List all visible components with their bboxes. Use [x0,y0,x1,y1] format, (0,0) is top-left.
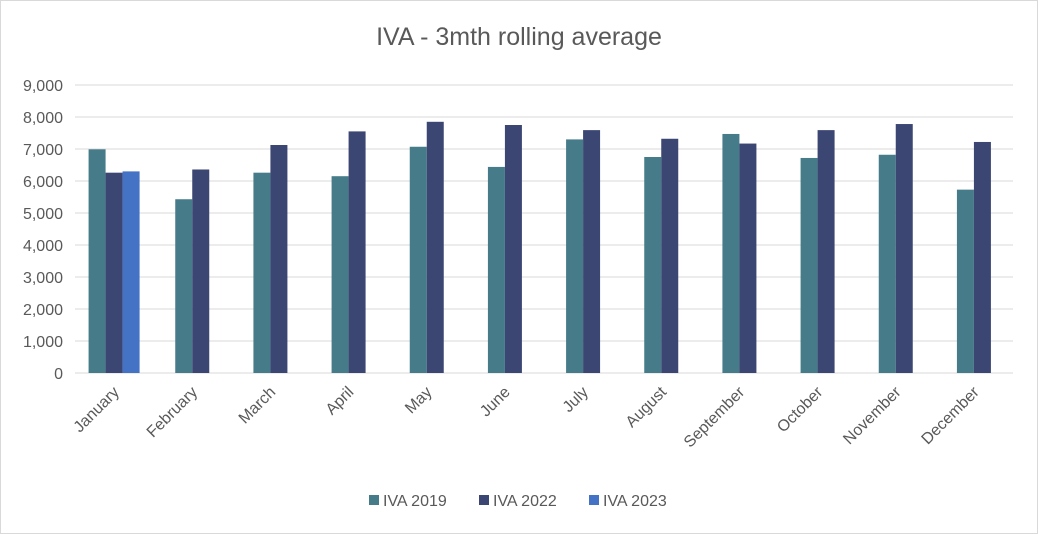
x-tick-label: September [681,383,749,451]
y-tick-label: 6,000 [23,174,63,191]
x-tick-label: August [623,383,671,431]
y-tick-label: 7,000 [23,142,63,159]
bar-iva-2022 [270,145,288,373]
y-tick-label: 9,000 [23,78,63,95]
x-tick-label: May [402,384,435,417]
y-tick-label: 5,000 [23,206,63,223]
bar-iva-2019 [253,172,271,373]
x-tick-label: April [323,384,358,419]
x-tick-label: July [560,384,592,416]
bar-iva-2019 [409,146,427,373]
bar-iva-2019 [487,166,505,373]
bar-iva-2022 [895,124,913,373]
bar-iva-2022 [661,138,679,373]
bar-iva-2022 [348,131,366,373]
bar-iva-2019 [175,199,193,373]
bar-iva-2022 [817,130,835,373]
x-tick-label: December [919,383,984,448]
bar-iva-2022 [426,121,444,373]
legend-swatch [479,495,489,505]
bar-iva-2022 [105,172,123,373]
legend-label: IVA 2022 [493,493,557,510]
bar-iva-2019 [88,149,106,373]
x-tick-label: January [71,384,123,436]
x-tick-label: March [236,384,279,427]
bar-iva-2022 [504,125,522,373]
x-tick-label: October [774,383,827,436]
bar-iva-2022 [583,130,601,373]
bar-iva-2022 [739,143,757,373]
x-tick-label: November [840,383,905,448]
bar-iva-2019 [956,189,974,373]
legend-swatch [369,495,379,505]
y-tick-label: 4,000 [23,238,63,255]
bar-iva-2019 [878,154,896,373]
y-tick-label: 2,000 [23,302,63,319]
bar-iva-2022 [973,141,991,373]
bar-iva-2019 [800,157,818,373]
legend-swatch [589,495,599,505]
bar-iva-2019 [722,133,740,373]
x-tick-label: June [477,384,514,421]
chart-title: IVA - 3mth rolling average [376,23,662,51]
bar-iva-2019 [331,176,349,373]
bar-iva-2022 [192,169,210,373]
legend-label: IVA 2023 [603,493,667,510]
y-tick-label: 3,000 [23,270,63,287]
bar-iva-2023 [122,171,140,373]
y-tick-label: 1,000 [23,334,63,351]
y-tick-label: 8,000 [23,110,63,127]
bar-iva-2019 [644,157,662,373]
bar-iva-2019 [566,139,584,373]
y-tick-label: 0 [54,366,63,383]
x-tick-label: February [144,384,201,441]
legend-label: IVA 2019 [383,493,447,510]
